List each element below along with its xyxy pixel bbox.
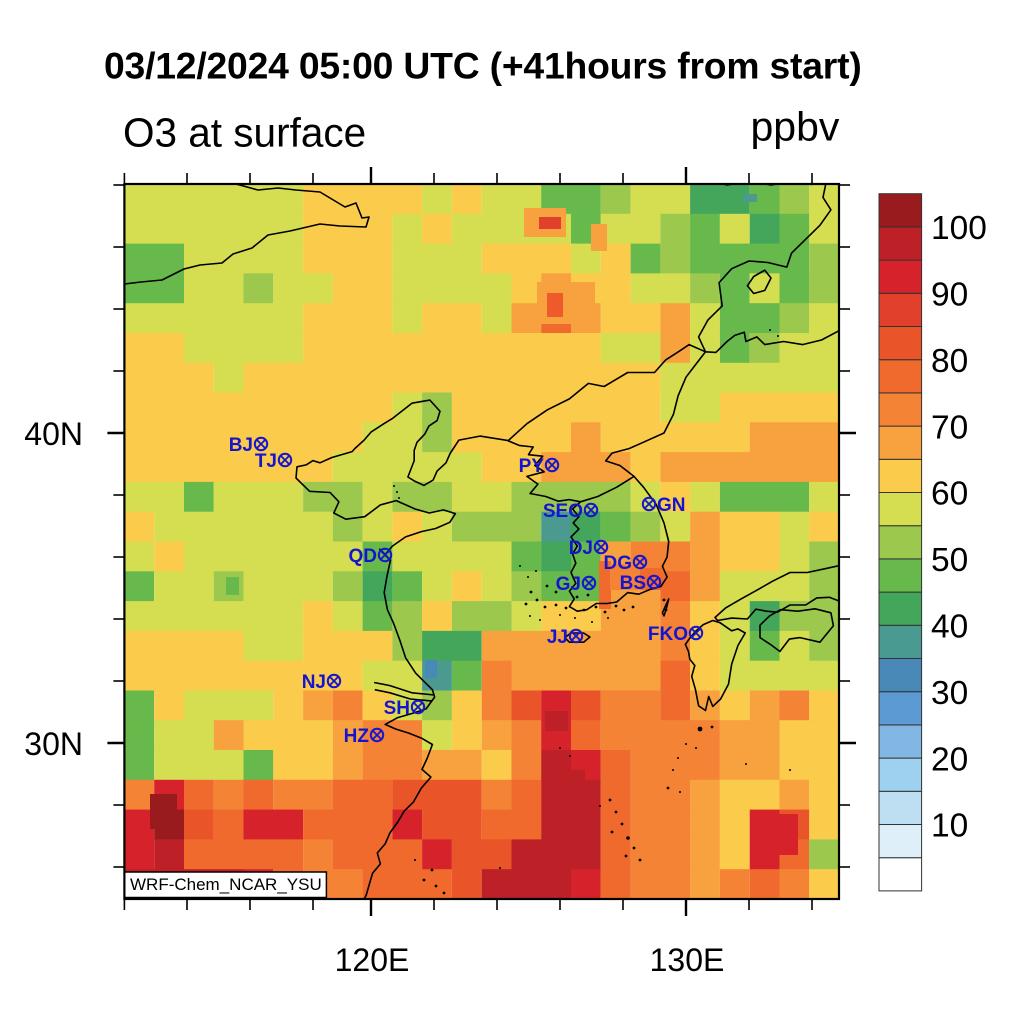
svg-text:TJ: TJ xyxy=(255,451,277,472)
svg-text:SH: SH xyxy=(384,698,410,719)
svg-text:100: 100 xyxy=(931,210,987,247)
svg-text:70: 70 xyxy=(931,409,968,446)
svg-text:GN: GN xyxy=(657,495,686,516)
svg-text:NJ: NJ xyxy=(302,672,326,693)
svg-text:DG: DG xyxy=(604,553,633,574)
svg-text:BJ: BJ xyxy=(229,435,253,456)
svg-text:80: 80 xyxy=(931,343,968,380)
svg-text:60: 60 xyxy=(931,476,968,513)
svg-text:20: 20 xyxy=(931,741,968,778)
svg-text:JJ: JJ xyxy=(547,627,568,648)
svg-text:90: 90 xyxy=(931,277,968,314)
svg-text:40N: 40N xyxy=(24,416,83,452)
svg-text:HZ: HZ xyxy=(344,726,370,747)
svg-text:O3 at surface: O3 at surface xyxy=(123,110,366,156)
svg-text:10: 10 xyxy=(931,808,968,845)
svg-text:ppbv: ppbv xyxy=(751,104,840,150)
svg-text:PY: PY xyxy=(519,456,545,477)
svg-text:WRF-Chem_NCAR_YSU: WRF-Chem_NCAR_YSU xyxy=(130,875,322,894)
svg-text:130E: 130E xyxy=(650,942,725,978)
svg-text:GJ: GJ xyxy=(556,574,581,595)
svg-text:03/12/2024 05:00 UTC (+41hours: 03/12/2024 05:00 UTC (+41hours from star… xyxy=(104,45,862,87)
svg-text:SEO: SEO xyxy=(543,501,583,522)
svg-text:QD: QD xyxy=(349,546,378,567)
svg-text:50: 50 xyxy=(931,542,968,579)
svg-text:30N: 30N xyxy=(24,726,83,762)
svg-text:BS: BS xyxy=(620,573,646,594)
svg-text:FKO: FKO xyxy=(648,624,688,645)
svg-text:30: 30 xyxy=(931,675,968,712)
svg-text:120E: 120E xyxy=(335,942,410,978)
svg-text:40: 40 xyxy=(931,609,968,646)
svg-text:DJ: DJ xyxy=(569,538,593,559)
